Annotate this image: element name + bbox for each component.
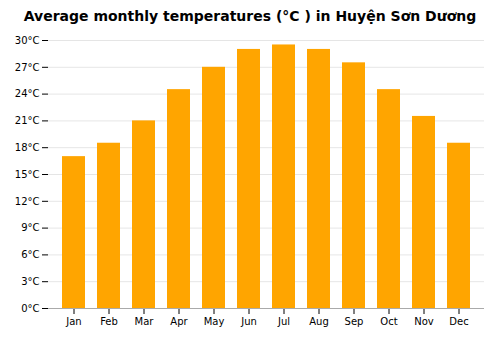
- svg-text:6°C: 6°C: [21, 249, 39, 260]
- svg-text:May: May: [204, 316, 225, 327]
- svg-text:21°C: 21°C: [15, 115, 40, 126]
- svg-text:9°C: 9°C: [21, 222, 39, 233]
- svg-text:Jul: Jul: [277, 316, 290, 327]
- svg-text:24°C: 24°C: [15, 88, 40, 99]
- svg-text:Nov: Nov: [414, 316, 434, 327]
- html-text:Average monthly temperatures (: Average monthly temperatures (°C ) in Hu…: [23, 8, 477, 24]
- svg-text:30°C: 30°C: [15, 35, 40, 46]
- svg-text:Sep: Sep: [345, 316, 364, 327]
- svg-text:Mar: Mar: [135, 316, 155, 327]
- svg-text:15°C: 15°C: [15, 169, 40, 180]
- svg-text:27°C: 27°C: [15, 62, 40, 73]
- svg-text:18°C: 18°C: [15, 142, 40, 153]
- svg-text:Dec: Dec: [449, 316, 468, 327]
- svg-text:Apr: Apr: [170, 316, 188, 327]
- svg-text:3°C: 3°C: [21, 276, 39, 287]
- svg-text:Jan: Jan: [65, 316, 81, 327]
- svg-text:12°C: 12°C: [15, 196, 40, 207]
- svg-text:Jun: Jun: [240, 316, 257, 327]
- svg-text:Oct: Oct: [380, 316, 397, 327]
- svg-text:0°C: 0°C: [21, 303, 39, 314]
- svg-text:Aug: Aug: [309, 316, 329, 327]
- svg-text:Feb: Feb: [100, 316, 118, 327]
